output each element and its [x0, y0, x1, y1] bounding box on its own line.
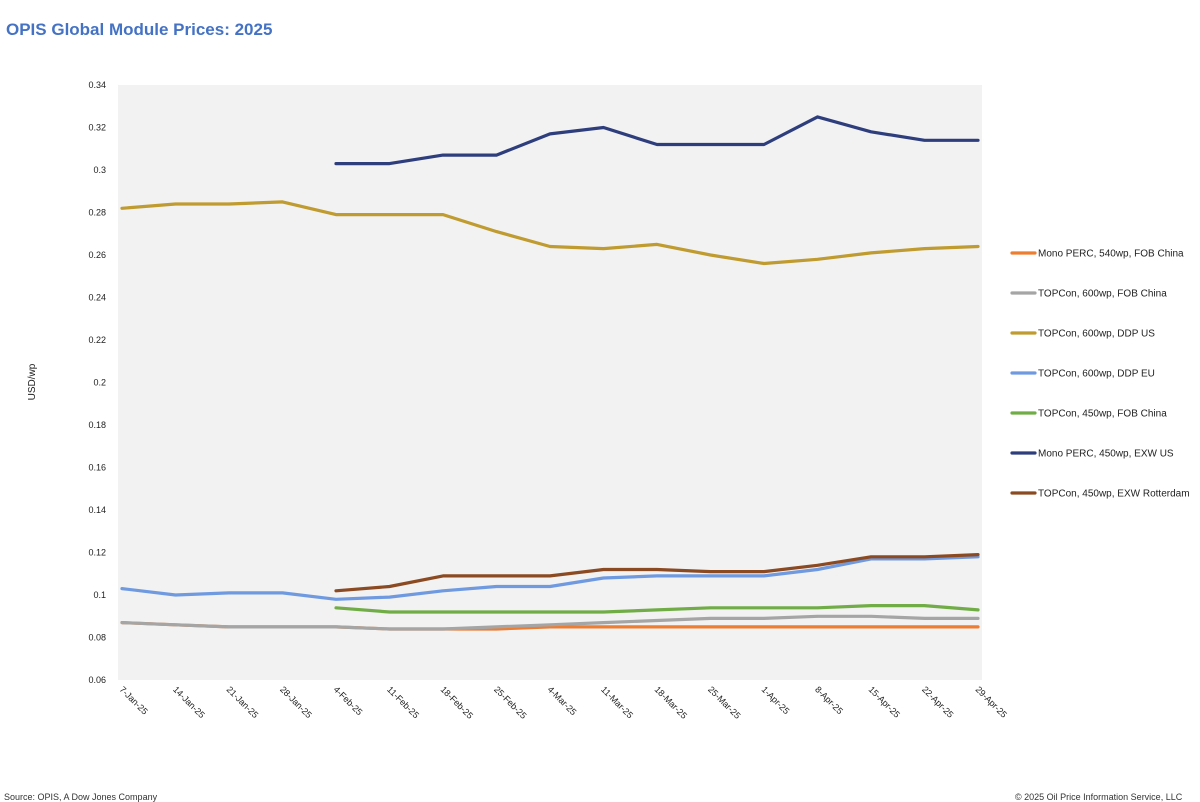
- legend: Mono PERC, 540wp, FOB China TOPCon, 600wp…: [1010, 249, 1190, 500]
- legend-label: TOPCon, 600wp, DDP EU: [1038, 369, 1155, 380]
- x-tick-label: 11-Feb-25: [385, 684, 421, 720]
- series-line-7: [334, 553, 980, 593]
- series-line-4: [120, 555, 980, 601]
- y-tick-label: 0.24: [88, 293, 106, 303]
- y-tick-label: 0.22: [88, 335, 106, 345]
- legend-label: Mono PERC, 450wp, EXW US: [1038, 449, 1174, 460]
- series-line-5: [334, 604, 980, 614]
- x-tick-label: 25-Mar-25: [706, 684, 742, 720]
- y-tick-label: 0.32: [88, 123, 106, 133]
- source-note: Source: OPIS, A Dow Jones Company: [4, 792, 158, 802]
- y-tick-label: 0.1: [93, 590, 106, 600]
- y-tick-label: 0.12: [88, 548, 106, 558]
- series-line-2: [120, 614, 980, 631]
- x-tick-label: 28-Jan-25: [278, 684, 314, 720]
- legend-label: TOPCon, 600wp, FOB China: [1038, 289, 1167, 300]
- x-tick-label: 7-Jan-25: [118, 684, 150, 716]
- y-tick-label: 0.18: [88, 420, 106, 430]
- y-tick-label: 0.2: [93, 378, 106, 388]
- page-title: OPIS Global Module Prices: 2025: [6, 20, 273, 39]
- y-tick-label: 0.34: [88, 80, 106, 90]
- series-line-6: [334, 115, 980, 166]
- x-tick-label: 14-Jan-25: [171, 684, 207, 720]
- copyright-note: © 2025 Oil Price Information Service, LL…: [1015, 792, 1183, 802]
- legend-label: TOPCon, 600wp, DDP US: [1038, 329, 1155, 340]
- x-tick-label: 22-Apr-25: [920, 684, 955, 719]
- y-tick-label: 0.08: [88, 633, 106, 643]
- y-tick-label: 0.26: [88, 250, 106, 260]
- x-tick-label: 21-Jan-25: [225, 684, 261, 720]
- x-tick-label: 1-Apr-25: [760, 684, 792, 716]
- x-tick-label: 11-Mar-25: [599, 684, 635, 720]
- x-tick-label: 18-Mar-25: [653, 684, 689, 720]
- x-tick-label: 18-Feb-25: [439, 684, 475, 720]
- y-axis: 0.06 0.08 0.1 0.12 0.14 0.16 0.18 0.2 0.22 0.24 0.…: [88, 80, 106, 685]
- series-lines: [120, 115, 980, 631]
- y-tick-label: 0.06: [88, 675, 106, 685]
- y-axis-label: USD/wp: [27, 363, 38, 400]
- y-tick-label: 0.28: [88, 208, 106, 218]
- x-tick-label: 25-Feb-25: [492, 684, 528, 720]
- x-tick-label: 15-Apr-25: [867, 684, 902, 719]
- x-tick-label: 4-Feb-25: [332, 684, 365, 717]
- legend-label: Mono PERC, 540wp, FOB China: [1038, 249, 1184, 260]
- y-tick-label: 0.14: [88, 505, 106, 515]
- x-tick-label: 8-Apr-25: [813, 684, 845, 716]
- x-axis: 7-Jan-25 14-Jan-25 21-Jan-25 28-Jan-25 4-Feb…: [118, 684, 1009, 720]
- x-tick-label: 4-Mar-25: [546, 684, 579, 717]
- legend-label: TOPCon, 450wp, FOB China: [1038, 409, 1167, 420]
- series-line-3: [120, 200, 980, 266]
- legend-label: TOPCon, 450wp, EXW Rotterdam: [1038, 489, 1190, 500]
- y-tick-label: 0.3: [93, 165, 106, 175]
- y-tick-label: 0.16: [88, 463, 106, 473]
- x-tick-label: 29-Apr-25: [974, 684, 1009, 719]
- plot-area: [118, 85, 982, 680]
